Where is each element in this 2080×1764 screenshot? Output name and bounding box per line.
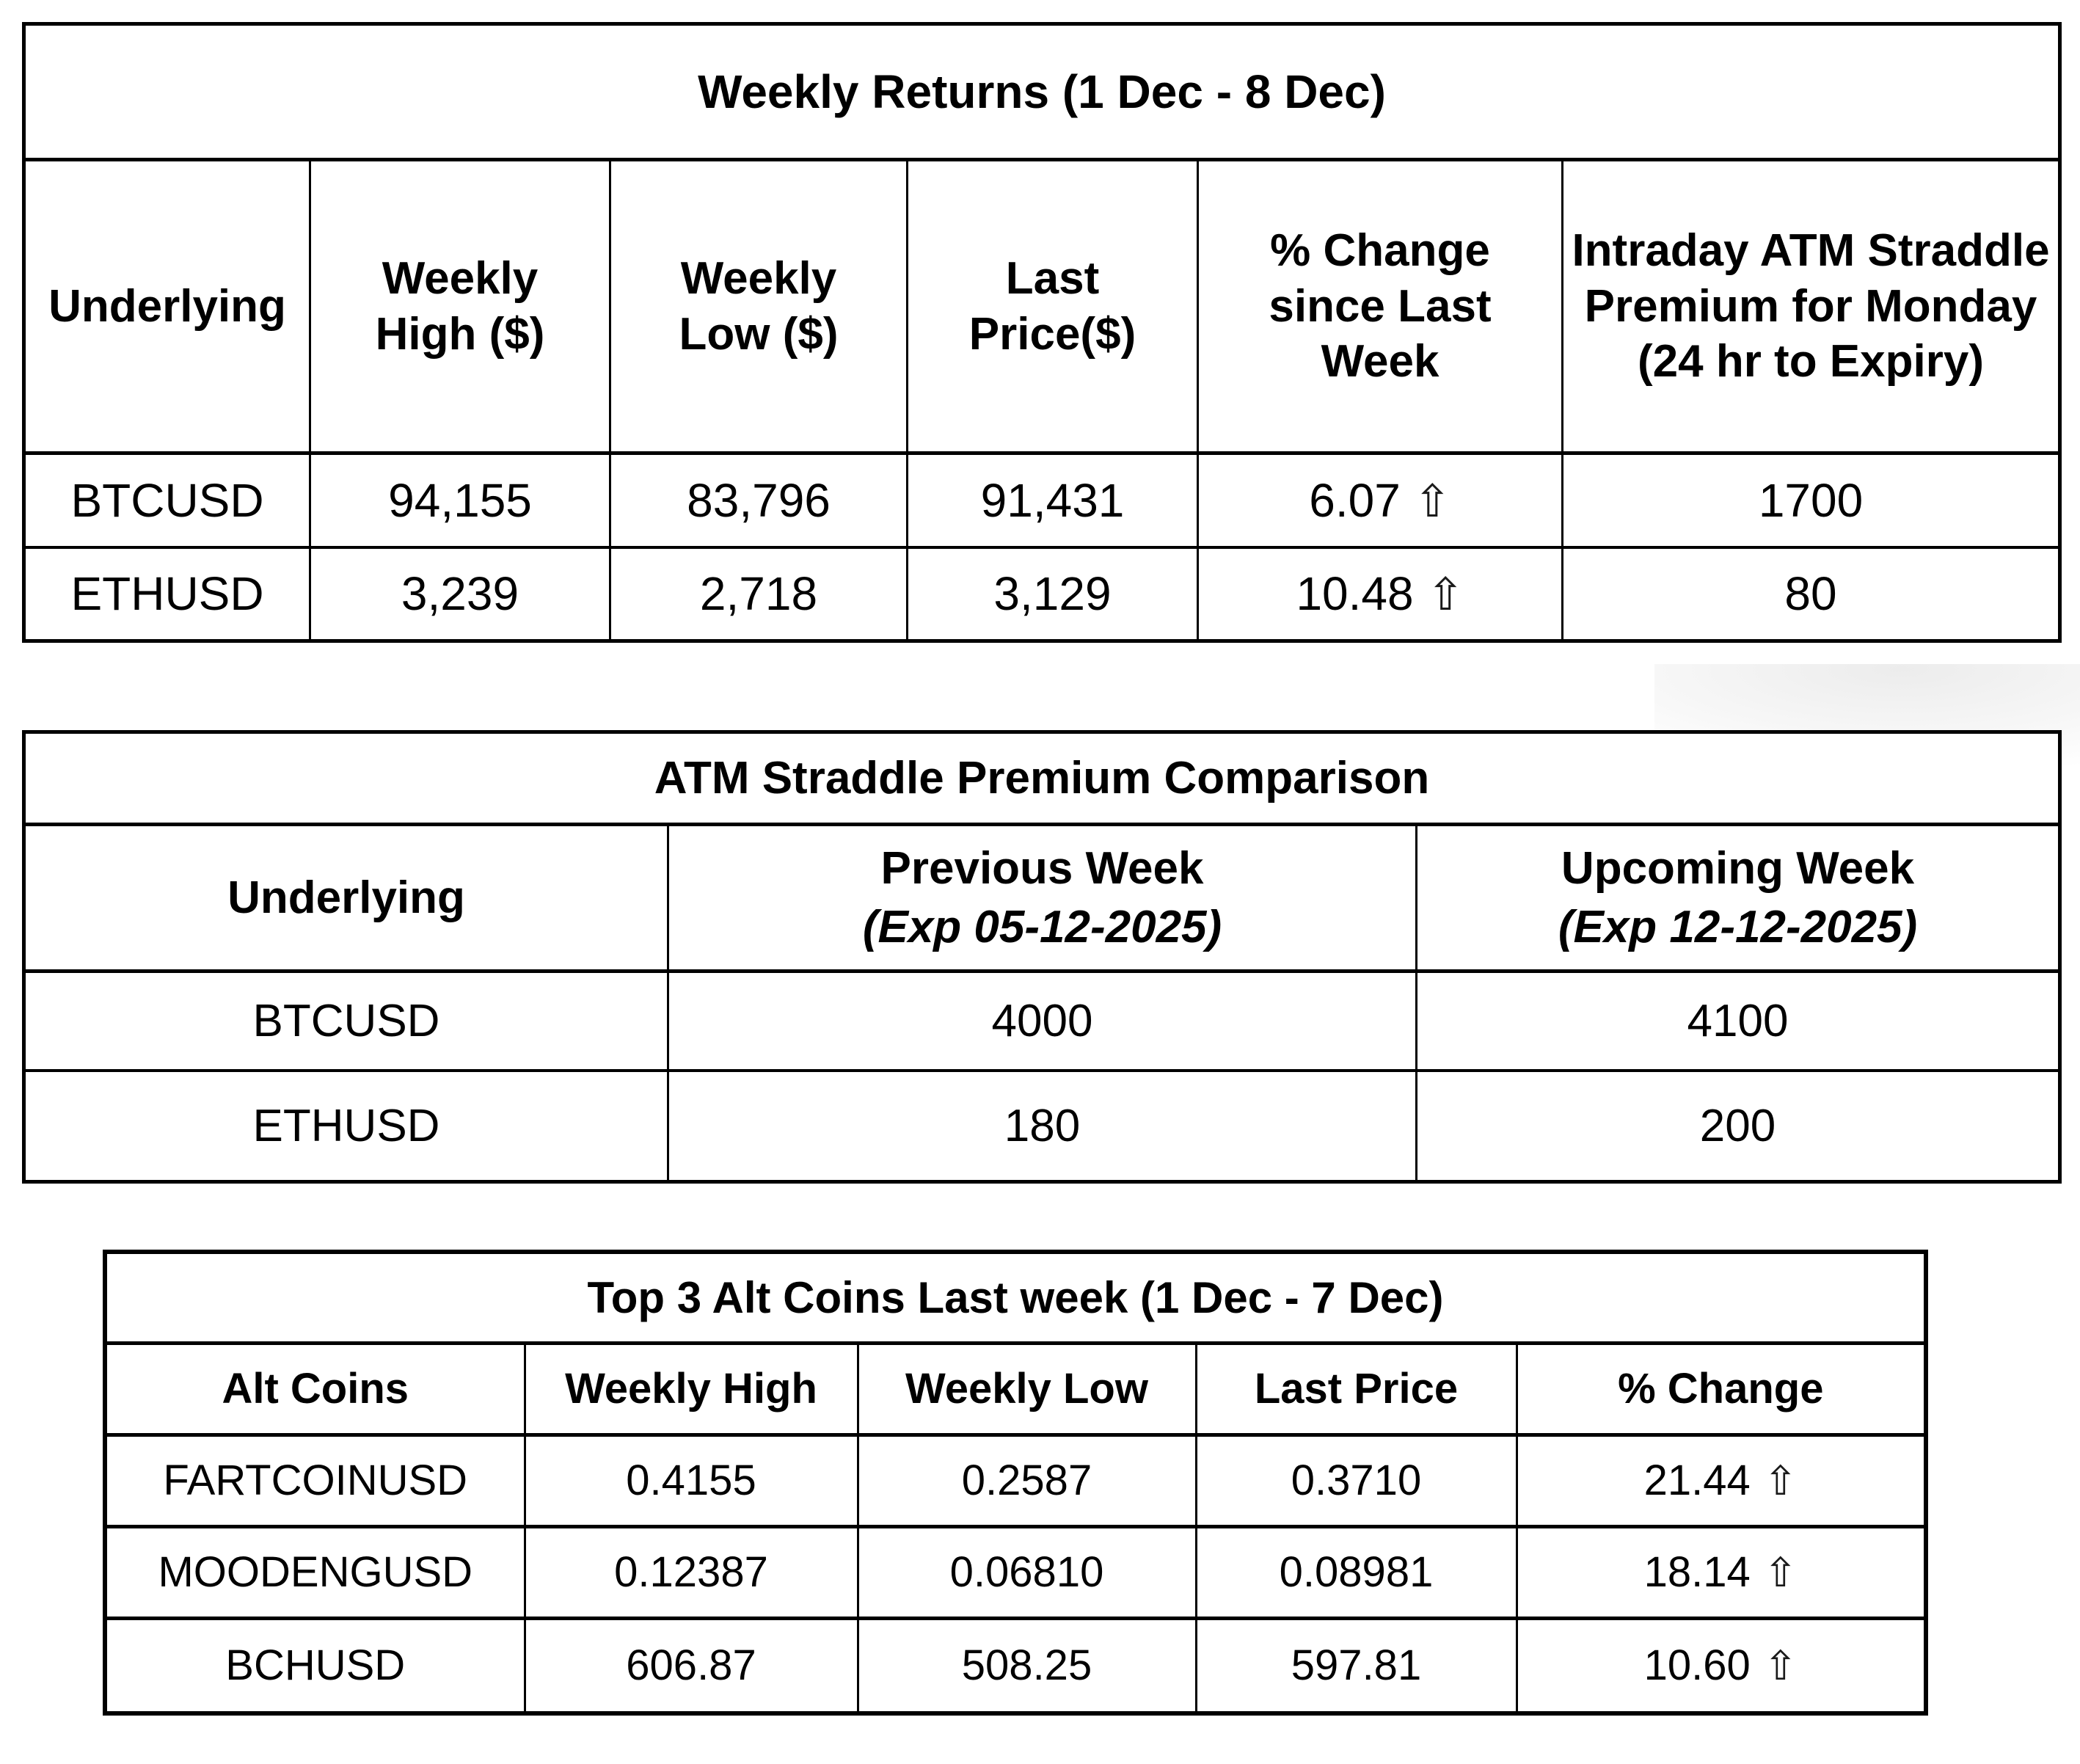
header-last-price: Last Price($): [906, 159, 1199, 455]
cell-underlying: ETHUSD: [23, 1069, 669, 1184]
alt-coins-title-row: Top 3 Alt Coins Last week (1 Dec - 7 Dec…: [105, 1252, 1927, 1345]
header-pct-change: % Change: [1515, 1343, 1927, 1437]
cell-straddle-premium: 80: [1561, 546, 2061, 643]
header-previous-week: Previous Week (Exp 05-12-2025): [667, 824, 1417, 973]
header-weekly-low: Weekly Low: [856, 1343, 1197, 1437]
cell-last-price: 3,129: [906, 546, 1199, 643]
pct-change-value: 21.44: [1643, 1457, 1751, 1504]
cell-upcoming-week-premium: 200: [1415, 1069, 2062, 1184]
pct-change-value: 6.07: [1309, 473, 1401, 527]
up-arrow-icon: ⇧: [1763, 1643, 1798, 1689]
cell-upcoming-week-premium: 4100: [1415, 970, 2062, 1072]
cell-coin: MOODENGUSD: [103, 1525, 526, 1620]
header-last-price: Last Price: [1194, 1343, 1518, 1437]
pct-change-value: 10.60: [1643, 1641, 1751, 1690]
cell-previous-week-premium: 4000: [667, 970, 1417, 1072]
up-arrow-icon: ⇧: [1413, 475, 1451, 526]
alt-coins-header-row: Alt Coins Weekly High Weekly Low Last Pr…: [103, 1343, 1927, 1437]
cell-weekly-low: 508.25: [856, 1617, 1197, 1716]
header-underlying: Underlying: [23, 159, 311, 455]
header-pct-change: % Change since Last Week: [1197, 159, 1563, 455]
cell-pct-change: 18.14 ⇧: [1515, 1525, 1927, 1620]
cell-last-price: 0.08981: [1194, 1525, 1518, 1620]
cell-weekly-high: 0.4155: [523, 1433, 859, 1528]
upcoming-week-label: Upcoming Week: [1561, 843, 1915, 894]
table-row-ethusd: ETHUSD 180 200: [23, 1069, 2062, 1184]
header-weekly-low: Weekly Low ($): [609, 159, 908, 455]
cell-weekly-high: 3,239: [309, 546, 611, 643]
up-arrow-icon: ⇧: [1763, 1458, 1798, 1504]
cell-underlying: BTCUSD: [23, 452, 311, 549]
header-underlying: Underlying: [23, 824, 669, 973]
cell-weekly-low: 83,796: [609, 452, 908, 549]
alt-coins-title: Top 3 Alt Coins Last week (1 Dec - 7 Dec…: [105, 1252, 1927, 1345]
weekly-returns-title: Weekly Returns (1 Dec - 8 Dec): [23, 23, 2060, 161]
cell-previous-week-premium: 180: [667, 1069, 1417, 1184]
header-upcoming-week: Upcoming Week (Exp 12-12-2025): [1415, 824, 2062, 973]
cell-weekly-high: 606.87: [523, 1617, 859, 1716]
cell-coin: FARTCOINUSD: [103, 1433, 526, 1528]
cell-weekly-high: 94,155: [309, 452, 611, 549]
cell-last-price: 597.81: [1194, 1617, 1518, 1716]
cell-last-price: 91,431: [906, 452, 1199, 549]
header-alt-coins: Alt Coins: [103, 1343, 526, 1437]
cell-pct-change: 10.60 ⇧: [1515, 1617, 1927, 1716]
cell-coin: BCHUSD: [103, 1617, 526, 1716]
header-weekly-high: Weekly High ($): [309, 159, 611, 455]
straddle-comparison-header-row: Underlying Previous Week (Exp 05-12-2025…: [23, 824, 2062, 973]
table-row-ethusd: ETHUSD 3,239 2,718 3,129 10.48 ⇧ 80: [23, 546, 2061, 643]
cell-weekly-low: 0.2587: [856, 1433, 1197, 1528]
previous-week-expiry: (Exp 05-12-2025): [862, 901, 1222, 952]
header-straddle-premium: Intraday ATM Straddle Premium for Monday…: [1561, 159, 2061, 455]
table-row-fartcoinusd: FARTCOINUSD 0.4155 0.2587 0.3710 21.44 ⇧: [103, 1433, 1927, 1528]
cell-pct-change: 21.44 ⇧: [1515, 1433, 1927, 1528]
straddle-comparison-title: ATM Straddle Premium Comparison: [23, 732, 2060, 826]
header-weekly-high: Weekly High: [523, 1343, 859, 1437]
up-arrow-icon: ⇧: [1426, 569, 1464, 620]
previous-week-label: Previous Week: [880, 843, 1204, 894]
upcoming-week-expiry: (Exp 12-12-2025): [1558, 901, 1918, 952]
cell-pct-change: 10.48 ⇧: [1197, 546, 1563, 643]
top-alt-coins-table: Top 3 Alt Coins Last week (1 Dec - 7 Dec…: [103, 1250, 1929, 1716]
weekly-returns-header-row: Underlying Weekly High ($) Weekly Low ($…: [23, 159, 2061, 455]
table-row-bchusd: BCHUSD 606.87 508.25 597.81 10.60 ⇧: [103, 1617, 1927, 1716]
straddle-comparison-title-row: ATM Straddle Premium Comparison: [23, 732, 2060, 826]
pct-change-value: 10.48: [1296, 567, 1414, 621]
cell-pct-change: 6.07 ⇧: [1197, 452, 1563, 549]
cell-weekly-high: 0.12387: [523, 1525, 859, 1620]
atm-straddle-comparison-table: ATM Straddle Premium Comparison Underlyi…: [22, 730, 2062, 1184]
pct-change-value: 18.14: [1643, 1548, 1751, 1596]
cell-straddle-premium: 1700: [1561, 452, 2061, 549]
cell-last-price: 0.3710: [1194, 1433, 1518, 1528]
weekly-returns-title-row: Weekly Returns (1 Dec - 8 Dec): [23, 23, 2060, 161]
cell-weekly-low: 0.06810: [856, 1525, 1197, 1620]
table-row-btcusd: BTCUSD 4000 4100: [23, 970, 2062, 1072]
table-row-btcusd: BTCUSD 94,155 83,796 91,431 6.07 ⇧ 1700: [23, 452, 2061, 549]
up-arrow-icon: ⇧: [1763, 1550, 1798, 1595]
cell-underlying: ETHUSD: [23, 546, 311, 643]
cell-underlying: BTCUSD: [23, 970, 669, 1072]
cell-weekly-low: 2,718: [609, 546, 908, 643]
weekly-returns-table: Weekly Returns (1 Dec - 8 Dec) Underlyin…: [22, 22, 2062, 643]
table-row-moodengusd: MOODENGUSD 0.12387 0.06810 0.08981 18.14…: [103, 1525, 1927, 1620]
